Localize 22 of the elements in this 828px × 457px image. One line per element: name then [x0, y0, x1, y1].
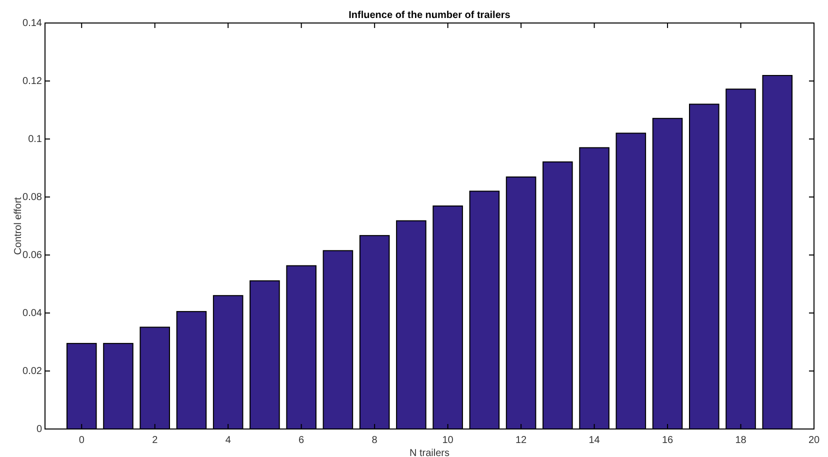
x-tick-label: 20	[808, 435, 820, 446]
x-tick-label: 8	[372, 435, 378, 446]
chart-title: Influence of the number of trailers	[348, 10, 511, 21]
x-tick-label: 4	[225, 435, 232, 446]
x-tick-label: 12	[515, 435, 528, 446]
y-tick-label: 0	[36, 424, 42, 436]
x-tick-label: 16	[662, 435, 674, 446]
y-tick-label: 0.02	[22, 366, 42, 378]
x-tick-label: 18	[735, 435, 747, 446]
x-axis-title: N trailers	[409, 448, 450, 457]
x-tick-label: 10	[442, 435, 454, 446]
x-tick-label: 6	[298, 435, 305, 446]
x-tick-label: 2	[152, 435, 158, 446]
y-tick-label: 0.1	[28, 134, 42, 146]
y-tick-label: 0.12	[22, 76, 42, 88]
y-tick-label: 0.04	[22, 308, 42, 320]
x-tick-label: 14	[588, 435, 600, 446]
y-tick-label: 0.06	[22, 250, 42, 262]
y-axis-title: Control effort	[13, 196, 24, 255]
x-tick-label: 0	[78, 435, 85, 446]
y-tick-label: 0.08	[22, 192, 42, 204]
y-tick-label: 0.14	[22, 18, 42, 30]
